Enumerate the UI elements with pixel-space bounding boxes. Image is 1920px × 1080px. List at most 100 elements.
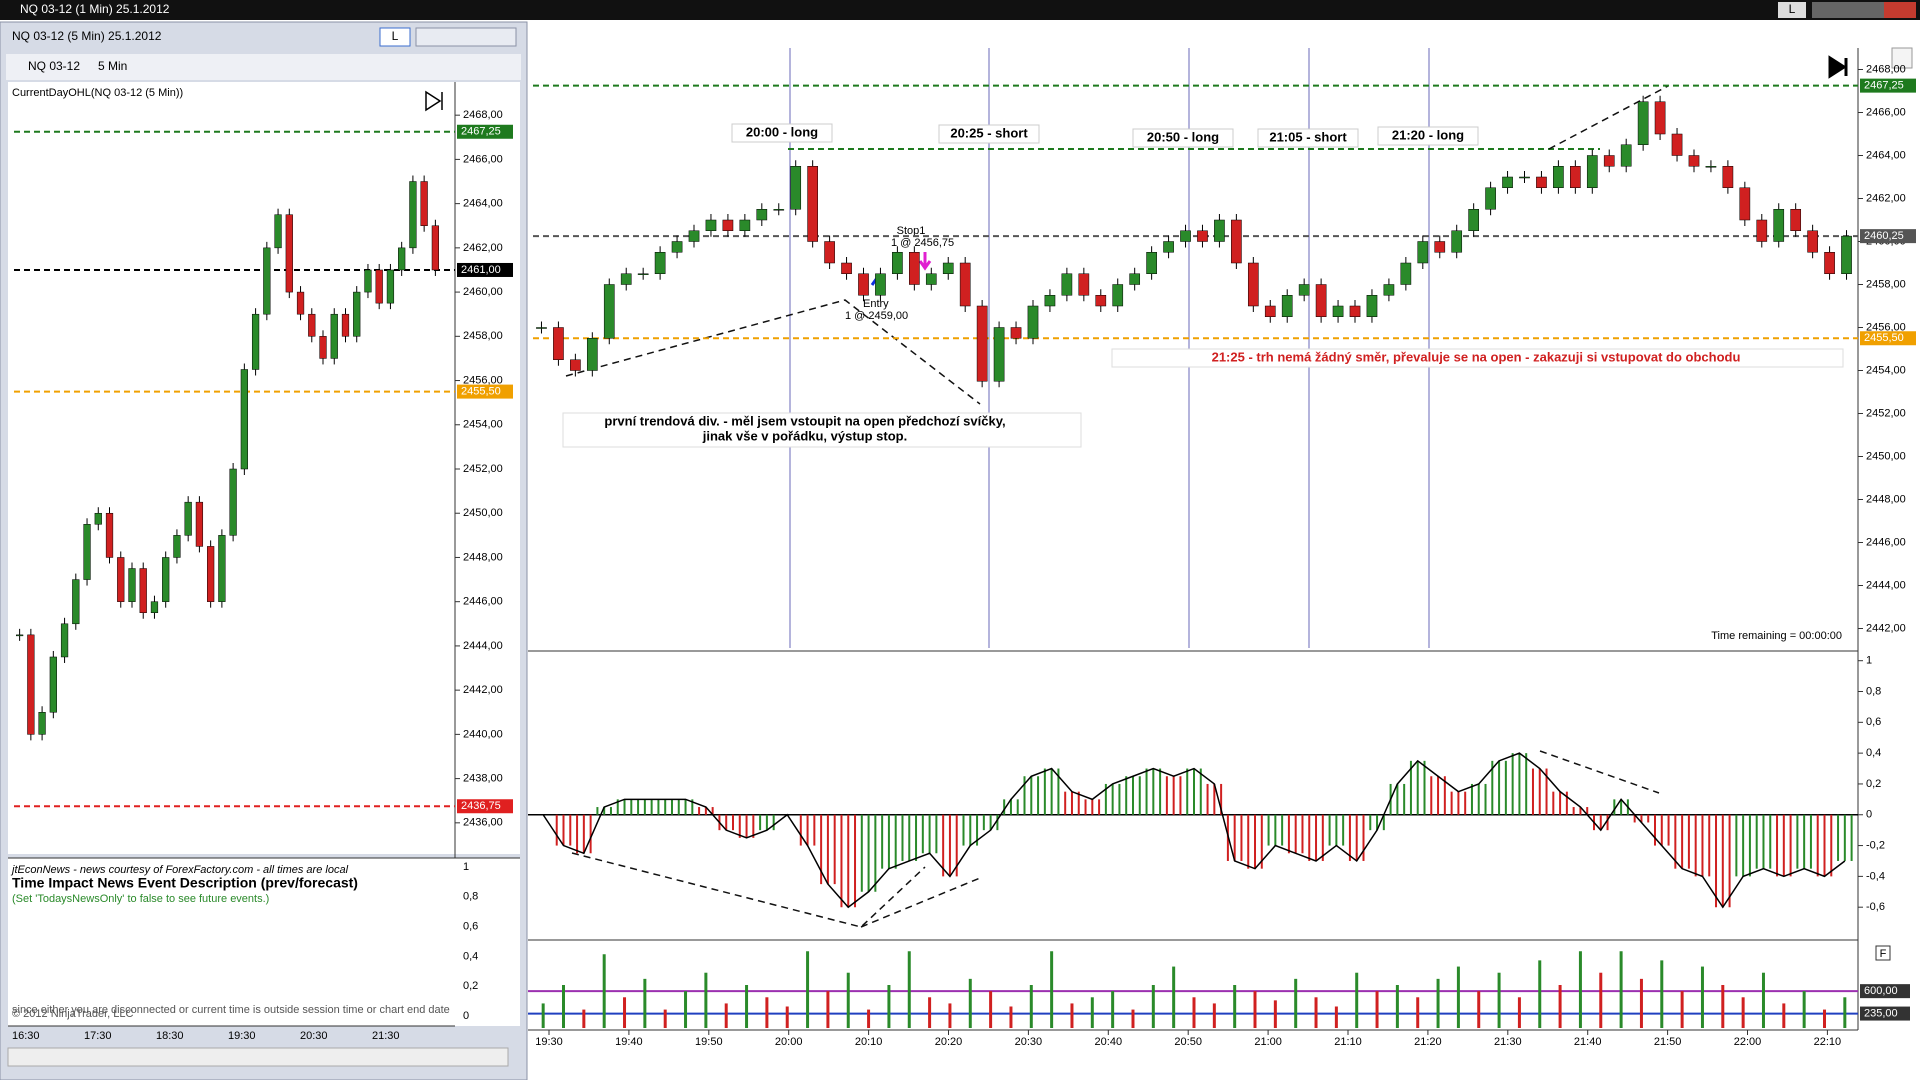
- candle-body: [285, 214, 293, 293]
- window-controls[interactable]: [415, 27, 517, 47]
- x-tick-label: 20:40: [1095, 1036, 1123, 1048]
- x-tick-label: 19:30: [228, 1030, 256, 1042]
- candle-body: [1078, 273, 1090, 296]
- candle-body: [1841, 235, 1852, 274]
- y-tick-label: 2448,00: [1866, 493, 1906, 505]
- y-tick-label: 2464,00: [463, 198, 503, 210]
- x-tick-label: 21:40: [1574, 1036, 1602, 1048]
- candle-body: [229, 468, 237, 536]
- candle-body: [240, 369, 248, 470]
- candle-body: [1417, 241, 1429, 264]
- trend-lines: [565, 85, 1669, 928]
- candle-body: [739, 219, 751, 231]
- stop-detail: 1 @ 2456,75: [891, 237, 954, 249]
- y-tick-label: 0,4: [1866, 747, 1881, 759]
- y-tick-label: 2444,00: [1866, 579, 1906, 591]
- x-tick-label: 21:30: [372, 1030, 400, 1042]
- close-button[interactable]: [1884, 2, 1916, 18]
- panel-button[interactable]: [1875, 945, 1891, 961]
- candle-body: [263, 247, 271, 315]
- x-tick-label: 21:10: [1334, 1036, 1362, 1048]
- toolbar: [6, 54, 521, 80]
- news-panel: [8, 858, 520, 1026]
- candle-body: [993, 327, 1005, 382]
- candle-body: [1027, 305, 1039, 339]
- x-tick-label: 20:50: [1174, 1036, 1202, 1048]
- candle-body: [251, 313, 260, 370]
- candle-body: [1332, 305, 1344, 317]
- y-tick-label: 0,6: [1866, 716, 1881, 728]
- candle-body: [1603, 155, 1615, 167]
- indicator-label: CurrentDayOHL(NQ 03-12 (5 Min)): [12, 87, 183, 99]
- candle-body: [1044, 295, 1056, 307]
- candle-body: [1010, 327, 1022, 339]
- candle-body: [705, 219, 717, 231]
- y-tick-label: 0,2: [463, 980, 478, 992]
- candle-body: [824, 241, 835, 264]
- candle-body: [909, 252, 920, 285]
- candle-body: [431, 225, 440, 271]
- x-tick-label: 20:10: [855, 1036, 883, 1048]
- candle-body: [1536, 176, 1547, 188]
- level-tag: [457, 262, 513, 277]
- pin-button[interactable]: [1778, 2, 1806, 18]
- candle-body: [671, 241, 683, 253]
- level-label: 600,00: [1864, 985, 1898, 997]
- candle-body: [858, 273, 869, 296]
- candle-body: [330, 313, 338, 359]
- y-tick-label: 2442,00: [1866, 622, 1906, 634]
- candle-body: [1146, 252, 1157, 274]
- y-tick-label: -0,2: [1866, 839, 1885, 851]
- scrollbar[interactable]: [7, 1047, 509, 1067]
- pin-button[interactable]: [379, 27, 411, 47]
- interval-selector[interactable]: 5 Min: [98, 59, 127, 73]
- title-bar: [0, 0, 1920, 20]
- oscillator-divergence-line: [1539, 750, 1660, 794]
- candle-body: [128, 568, 136, 602]
- y-tick-label: 0: [1866, 809, 1872, 821]
- candle-body: [1112, 284, 1124, 307]
- instrument-selector[interactable]: NQ 03-12: [28, 59, 80, 73]
- annotation-text: 20:50 - long: [1147, 129, 1219, 144]
- candle-body: [773, 209, 785, 211]
- y-tick-label: 2464,00: [1866, 149, 1906, 161]
- level-label: 2455,50: [1864, 332, 1904, 344]
- x-tick-label: 20:00: [775, 1036, 803, 1048]
- candle-body: [1061, 273, 1073, 296]
- level-tag: [1860, 78, 1916, 93]
- candle-body: [976, 305, 988, 382]
- pin-button-label[interactable]: L: [1789, 2, 1796, 16]
- news-hint: (Set 'TodaysNewsOnly' to false to see fu…: [12, 893, 269, 905]
- y-tick-label: 2448,00: [463, 551, 503, 563]
- news-columns: Time Impact News Event Description (prev…: [12, 875, 358, 891]
- annotation-text: 21:20 - long: [1392, 127, 1464, 142]
- copyright: © 2012 NinjaTrader, LLC: [12, 1008, 133, 1020]
- candle-body: [1247, 262, 1259, 307]
- candle-body: [60, 623, 69, 658]
- candle-body: [875, 273, 886, 296]
- x-tick-label: 19:30: [535, 1036, 563, 1048]
- candle-body: [353, 291, 361, 337]
- annotation-box: [1132, 128, 1234, 148]
- candle-body: [1519, 176, 1530, 179]
- candle-body: [274, 214, 282, 249]
- window-title: NQ 03-12 (1 Min) 25.1.2012: [20, 2, 170, 16]
- y-tick-label: 2462,00: [463, 242, 503, 254]
- x-tick-label: 21:50: [1654, 1036, 1682, 1048]
- note-line: jinak vše v pořádku, výstup stop.: [702, 428, 907, 443]
- go-to-end-icon[interactable]: [425, 90, 443, 112]
- y-tick-label: 0,8: [463, 891, 478, 903]
- y-tick-label: 2436,00: [463, 817, 503, 829]
- pin-button-label[interactable]: L: [392, 29, 399, 43]
- panel-button-label[interactable]: F: [1880, 948, 1887, 960]
- candle-body: [1807, 230, 1818, 253]
- entry-detail: 1 @ 2459,00: [845, 310, 908, 322]
- stop-label: Stop1: [897, 225, 926, 237]
- scroll-button[interactable]: [1891, 47, 1913, 69]
- candle-body: [1298, 284, 1310, 296]
- candle-body: [1231, 219, 1242, 264]
- candle-body: [603, 284, 615, 339]
- annotation-text: 20:00 - long: [746, 124, 818, 139]
- go-to-end-icon[interactable]: [1828, 55, 1848, 79]
